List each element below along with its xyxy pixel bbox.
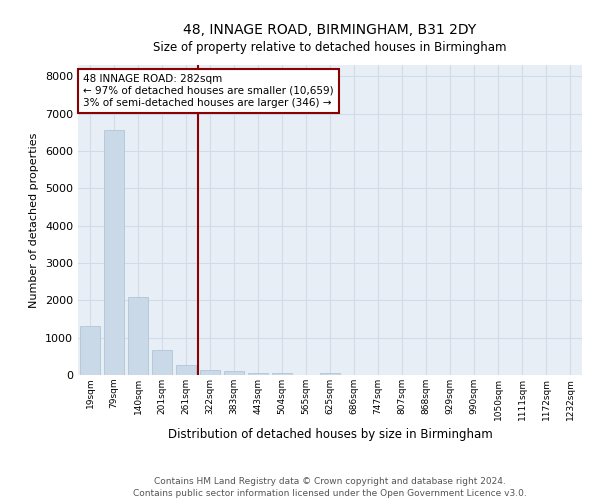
Y-axis label: Number of detached properties: Number of detached properties bbox=[29, 132, 40, 308]
Bar bbox=[152, 350, 172, 375]
Bar bbox=[248, 373, 268, 375]
X-axis label: Distribution of detached houses by size in Birmingham: Distribution of detached houses by size … bbox=[167, 428, 493, 441]
Text: Contains public sector information licensed under the Open Government Licence v3: Contains public sector information licen… bbox=[133, 489, 527, 498]
Bar bbox=[80, 326, 100, 375]
Text: 48, INNAGE ROAD, BIRMINGHAM, B31 2DY: 48, INNAGE ROAD, BIRMINGHAM, B31 2DY bbox=[184, 22, 476, 36]
Bar bbox=[176, 365, 196, 375]
Bar bbox=[224, 372, 244, 375]
Text: 48 INNAGE ROAD: 282sqm
← 97% of detached houses are smaller (10,659)
3% of semi-: 48 INNAGE ROAD: 282sqm ← 97% of detached… bbox=[83, 74, 334, 108]
Bar bbox=[128, 298, 148, 375]
Text: Contains HM Land Registry data © Crown copyright and database right 2024.: Contains HM Land Registry data © Crown c… bbox=[154, 478, 506, 486]
Bar bbox=[320, 373, 340, 375]
Bar bbox=[200, 370, 220, 375]
Bar bbox=[104, 130, 124, 375]
Text: Size of property relative to detached houses in Birmingham: Size of property relative to detached ho… bbox=[153, 41, 507, 54]
Bar bbox=[272, 373, 292, 375]
